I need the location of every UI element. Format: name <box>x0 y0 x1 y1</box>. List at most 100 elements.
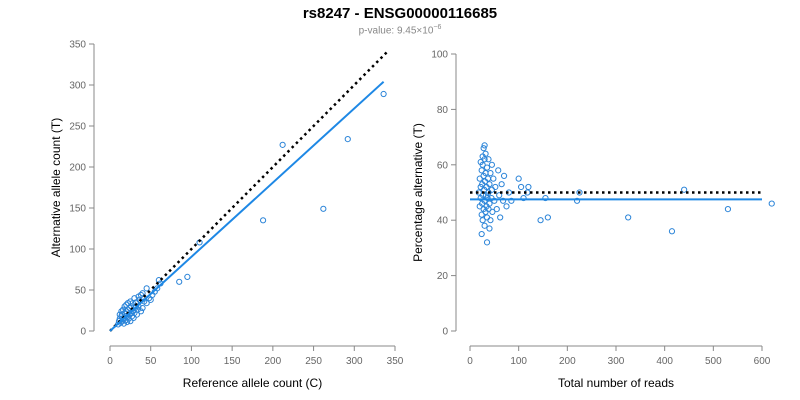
data-point <box>498 181 505 188</box>
data-point <box>481 222 488 229</box>
data-point <box>491 197 498 204</box>
data-point <box>137 308 145 315</box>
data-point <box>525 183 532 191</box>
x-tick-label: 150 <box>224 356 241 367</box>
data-point <box>124 300 132 307</box>
data-point <box>483 164 491 171</box>
x-tick-label: 600 <box>754 356 771 367</box>
data-point <box>768 200 775 207</box>
data-point <box>139 304 146 312</box>
x-tick-label: 500 <box>705 356 722 367</box>
y-tick-label: 0 <box>442 327 448 338</box>
data-point <box>486 181 493 188</box>
y-tick-label: 50 <box>75 286 87 297</box>
data-point <box>500 172 508 179</box>
y-axis-label: Alternative allele count (T) <box>49 118 63 257</box>
data-point <box>486 200 493 207</box>
data-point <box>119 306 127 313</box>
y-tick-label: 100 <box>431 50 448 61</box>
data-point <box>487 217 494 224</box>
data-point <box>576 189 583 196</box>
y-tick-label: 80 <box>437 105 449 116</box>
plot-percentage: 0 100 200 300 400 500 600 0 20 40 60 80 100 Total num… <box>411 50 775 390</box>
y-tick-label: 0 <box>80 327 86 338</box>
y-tick-label: 350 <box>69 40 86 51</box>
data-point <box>480 145 487 152</box>
y-tick-label: 40 <box>437 216 449 227</box>
data-point <box>320 205 327 212</box>
data-point <box>487 170 494 177</box>
data-point <box>490 175 497 182</box>
data-point <box>344 136 351 143</box>
y-tick-label: 20 <box>437 271 449 282</box>
p-value-exponent: −6 <box>433 24 442 31</box>
data-point <box>120 320 127 327</box>
data-point <box>508 197 515 204</box>
data-point <box>573 197 581 204</box>
data-point <box>488 161 495 168</box>
data-point <box>486 225 493 232</box>
data-point <box>497 214 504 221</box>
fit-line <box>109 80 385 332</box>
data-point <box>518 183 525 191</box>
x-tick-label: 200 <box>265 356 282 367</box>
data-point <box>503 203 510 210</box>
x-tick-label: 350 <box>387 356 404 367</box>
data-point <box>279 141 286 148</box>
data-point <box>479 217 486 224</box>
y-tick-label: 100 <box>69 245 86 256</box>
data-point <box>537 217 544 224</box>
x-tick-label: 250 <box>305 356 322 367</box>
p-value-text: p-value: 9.45×10 <box>358 25 434 37</box>
x-axis-label: Reference allele count (C) <box>183 376 322 390</box>
data-point <box>154 285 161 292</box>
x-tick-label: 300 <box>346 356 363 367</box>
plot-allele-counts: 0 50 100 150 200 250 300 350 0 50 100 150 200 250 300 3… <box>49 40 404 391</box>
data-point <box>143 300 150 307</box>
data-point <box>489 208 496 215</box>
y-tick-label: 200 <box>69 163 86 174</box>
data-point <box>184 273 191 280</box>
x-tick-label: 200 <box>559 356 576 367</box>
data-point <box>116 311 123 318</box>
x-axis-label: Total number of reads <box>558 376 674 390</box>
reference-line <box>109 51 388 332</box>
data-point <box>479 153 486 160</box>
data-point <box>495 167 502 174</box>
x-tick-label: 400 <box>656 356 673 367</box>
data-point <box>544 214 551 221</box>
data-point <box>118 308 125 315</box>
data-point <box>485 156 492 163</box>
y-axis-label: Percentage alternative (T) <box>411 123 425 262</box>
data-point <box>143 285 150 292</box>
chart-title: rs8247 - ENSG00000116685 <box>302 5 498 22</box>
data-point <box>137 291 145 299</box>
data-point <box>520 194 527 202</box>
x-tick-label: 50 <box>145 356 157 367</box>
x-tick-label: 0 <box>107 356 113 367</box>
data-point <box>724 206 732 213</box>
data-point <box>477 158 484 166</box>
data-point <box>478 230 485 238</box>
data-point <box>493 206 500 213</box>
data-point <box>515 175 522 182</box>
data-point <box>499 197 507 204</box>
y-tick-label: 300 <box>69 81 86 92</box>
data-point <box>380 90 387 98</box>
x-tick-label: 0 <box>467 356 473 367</box>
y-tick-label: 250 <box>69 122 86 133</box>
data-point <box>542 194 549 202</box>
data-point <box>681 186 688 193</box>
y-tick-label: 60 <box>437 160 449 171</box>
x-tick-label: 100 <box>183 356 200 367</box>
y-tick-label: 150 <box>69 204 86 215</box>
data-point <box>483 239 491 246</box>
data-point <box>259 217 267 224</box>
data-point <box>625 214 632 221</box>
data-point <box>483 214 491 221</box>
x-tick-label: 100 <box>510 356 527 367</box>
data-point <box>668 228 676 235</box>
data-point <box>121 303 128 310</box>
chart-subtitle: p-value: 9.45×10−6 <box>0 24 800 36</box>
